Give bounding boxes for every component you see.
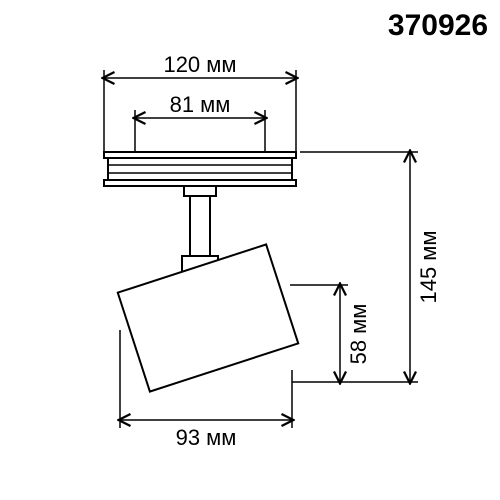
stem: [190, 196, 210, 256]
dim-height-head-label: 58 мм: [346, 304, 371, 365]
dim-height-head: 58 мм: [290, 285, 371, 382]
dim-width-head-label: 93 мм: [176, 425, 237, 450]
stem-collar: [184, 186, 216, 196]
technical-drawing: 370926 120 мм 81 мм: [0, 0, 500, 500]
dim-width-base-label: 81 мм: [170, 92, 231, 117]
product-id: 370926: [388, 9, 488, 42]
dim-height-overall-label: 145 мм: [416, 230, 441, 303]
dim-width-base: 81 мм: [135, 92, 265, 152]
dim-width-overall-label: 120 мм: [163, 52, 236, 77]
base-body: [108, 158, 292, 180]
lamp-head: [118, 244, 299, 391]
lamp-body: [104, 152, 298, 392]
